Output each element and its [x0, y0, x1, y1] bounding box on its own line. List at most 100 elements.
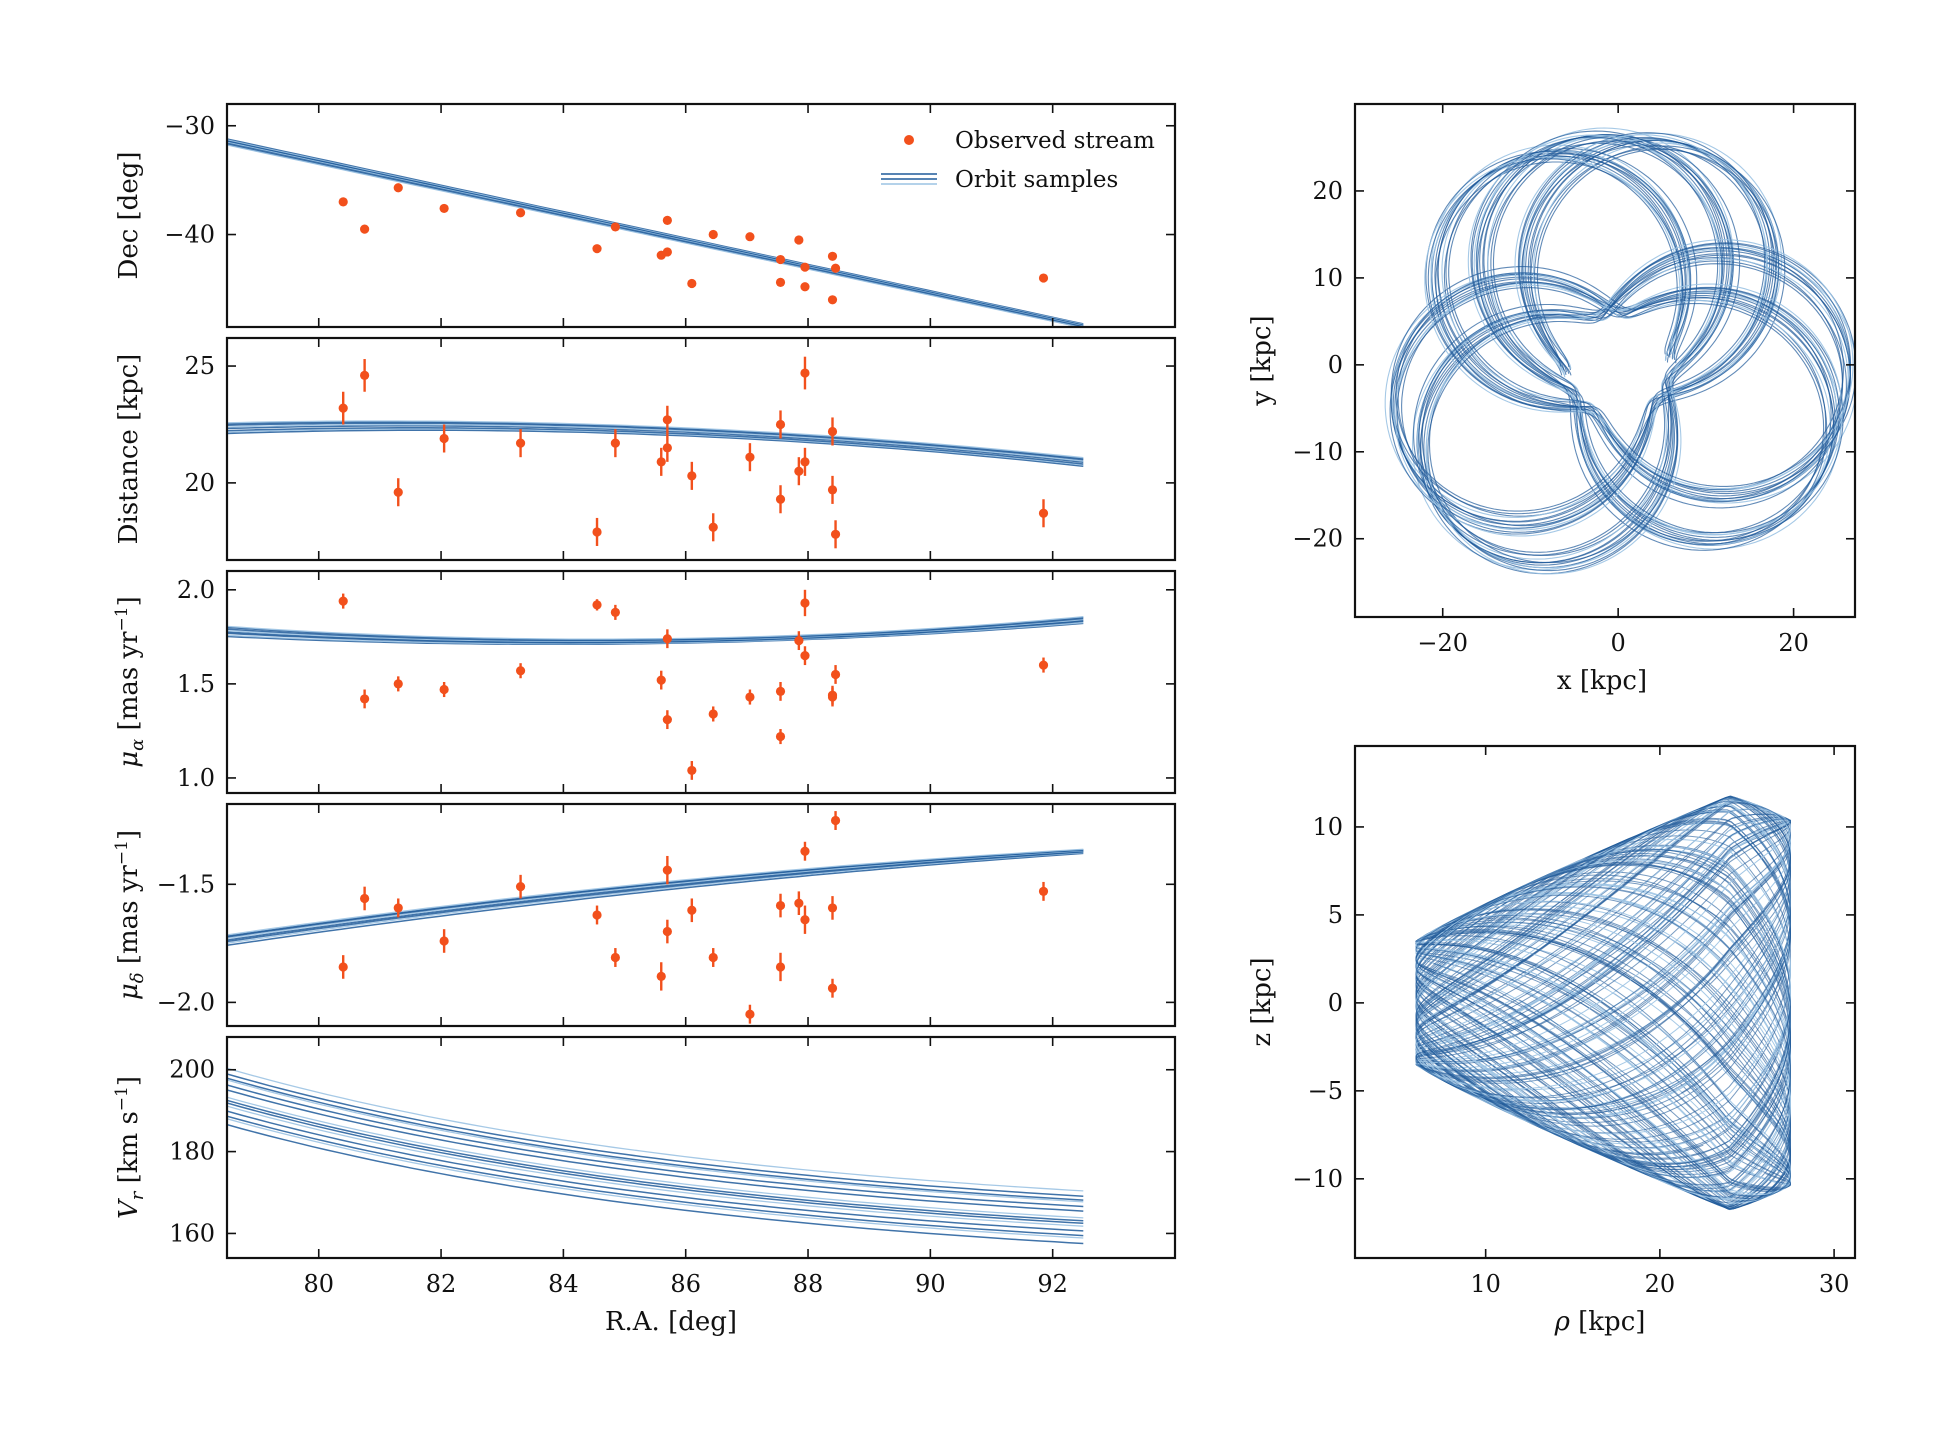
- observed-point: [827, 690, 838, 700]
- orbit-sample-line: [227, 1089, 1084, 1212]
- y-axis-label-sup: −1: [112, 1086, 132, 1111]
- orbit-sample-line: [227, 851, 1084, 944]
- observed-point: [439, 684, 449, 695]
- y-axis-label-symbol: μ: [114, 751, 144, 768]
- observed-point: [708, 952, 718, 963]
- orbit-sample-line: [227, 423, 1084, 462]
- observed-point: [662, 415, 672, 425]
- observed-point: [800, 368, 810, 378]
- observed-point: [656, 971, 666, 982]
- observed-point: [800, 846, 810, 856]
- y-axis-label-symbol: V: [114, 1198, 144, 1219]
- observed-point: [662, 443, 672, 453]
- orbit-sample-line: [227, 429, 1084, 468]
- observed-point: [592, 600, 602, 610]
- orbit-sample-line: [1415, 796, 1792, 1206]
- orbit-sample-line: [227, 1105, 1084, 1227]
- x-tick-label: 10: [1470, 1270, 1501, 1298]
- x-tick-label: 20: [1778, 629, 1809, 657]
- orbit-sample-line: [227, 1079, 1084, 1203]
- observed-point: [687, 471, 697, 481]
- distance-frame: [225, 336, 1177, 562]
- y-tick-label: −5: [1308, 1077, 1343, 1105]
- orbit-sample-line: [227, 616, 1084, 640]
- observed-point: [745, 692, 755, 702]
- vr-frame: [225, 1035, 1177, 1260]
- observed-point: [610, 952, 620, 963]
- legend-orbit-label: Orbit samples: [955, 167, 1118, 193]
- observed-point: [775, 686, 786, 697]
- orbit-sample-line: [227, 144, 1083, 327]
- y-tick-label: 5: [1328, 901, 1343, 929]
- orbit-sample-line: [1394, 134, 1854, 575]
- observed-point: [338, 596, 348, 606]
- observed-point: [610, 222, 620, 232]
- orbit-sample-line: [227, 1099, 1084, 1222]
- y-tick-label: 0: [1328, 989, 1343, 1017]
- observed-point: [592, 527, 602, 537]
- observed-point: [794, 235, 804, 245]
- pm_ra-frame: [225, 569, 1177, 795]
- legend-observed-label: Observed stream: [955, 128, 1155, 154]
- observed-point: [687, 905, 697, 915]
- y-tick-label: 20: [184, 469, 215, 497]
- orbit-sample-line: [227, 852, 1084, 947]
- x-tick-label: 86: [670, 1270, 701, 1298]
- vr-panel: 80 82 84 86 88 90 92 160 180 200 Vr [km s−1] R.A. […: [112, 1035, 1177, 1337]
- y-tick-label: −40: [164, 221, 215, 249]
- vr-plot-area: [227, 1067, 1084, 1245]
- x-tick-label: 0: [1611, 629, 1626, 657]
- observed-point: [775, 494, 786, 504]
- y-tick-label: −10: [1292, 1165, 1343, 1193]
- x-axis-label-symbol: ρ: [1554, 1307, 1571, 1337]
- observed-point: [360, 694, 370, 704]
- y-axis-label: y [kpc]: [1247, 315, 1277, 406]
- x-tick-label: 30: [1819, 1270, 1850, 1298]
- observed-point: [610, 438, 620, 448]
- dec-plot-area: [227, 138, 1084, 327]
- observed-point: [610, 607, 620, 617]
- observed-point: [393, 183, 403, 193]
- observed-point: [439, 203, 449, 214]
- orbit-sample-line: [227, 850, 1084, 940]
- xy-orbit-panel: −20 0 20 20 10 0 −10 −20 y [kpc] x [kpc]: [1247, 102, 1857, 696]
- y-axis-label: Vr [km s−1]: [112, 1076, 148, 1219]
- observed-point: [662, 215, 672, 225]
- observed-point: [827, 295, 838, 305]
- distance-panel: 20 25 Distance [kpc]: [114, 336, 1177, 562]
- observed-point: [827, 251, 838, 261]
- observed-point: [827, 485, 838, 495]
- y-tick-label: 160: [169, 1219, 215, 1247]
- x-tick-label: 90: [915, 1270, 946, 1298]
- distance-plot-area: [227, 356, 1084, 549]
- orbit-sample-line: [227, 1073, 1084, 1197]
- legend-observed-marker: [904, 135, 914, 145]
- orbit-sample-line: [227, 1096, 1084, 1219]
- y-axis-label-main: [km s: [114, 1111, 144, 1191]
- orbit-sample-line: [227, 617, 1084, 642]
- orbit-sample-line: [227, 1123, 1084, 1245]
- observed-point: [800, 651, 810, 661]
- pm_ra-plot-area: [227, 589, 1084, 780]
- x-axis-label: R.A. [deg]: [605, 1307, 737, 1337]
- x-tick-label: 82: [426, 1270, 457, 1298]
- y-axis-label-symbol: μ: [114, 983, 144, 1000]
- orbit-sample-line: [227, 138, 1084, 325]
- observed-point: [360, 893, 370, 904]
- orbit-sample-line: [227, 1067, 1084, 1192]
- y-axis-label-sup: −1: [112, 840, 132, 865]
- y-axis-label-sub: r: [127, 1190, 148, 1200]
- orbit-sample-line: [227, 1077, 1084, 1201]
- orbit-sample-line: [227, 850, 1084, 941]
- observed-point: [830, 263, 841, 273]
- orbit-sample-line: [227, 1110, 1084, 1232]
- y-tick-label: −10: [1292, 438, 1343, 466]
- observed-point: [656, 675, 666, 685]
- y-axis-label-sup: −1: [112, 606, 132, 631]
- observed-point: [515, 666, 526, 676]
- observed-point: [338, 962, 348, 972]
- rz-orbit-panel: 10 20 30 10 5 0 −5 −10 z [kpc] ρ [kpc]: [1247, 744, 1857, 1337]
- y-tick-label: 20: [1312, 177, 1343, 205]
- observed-point: [360, 224, 370, 234]
